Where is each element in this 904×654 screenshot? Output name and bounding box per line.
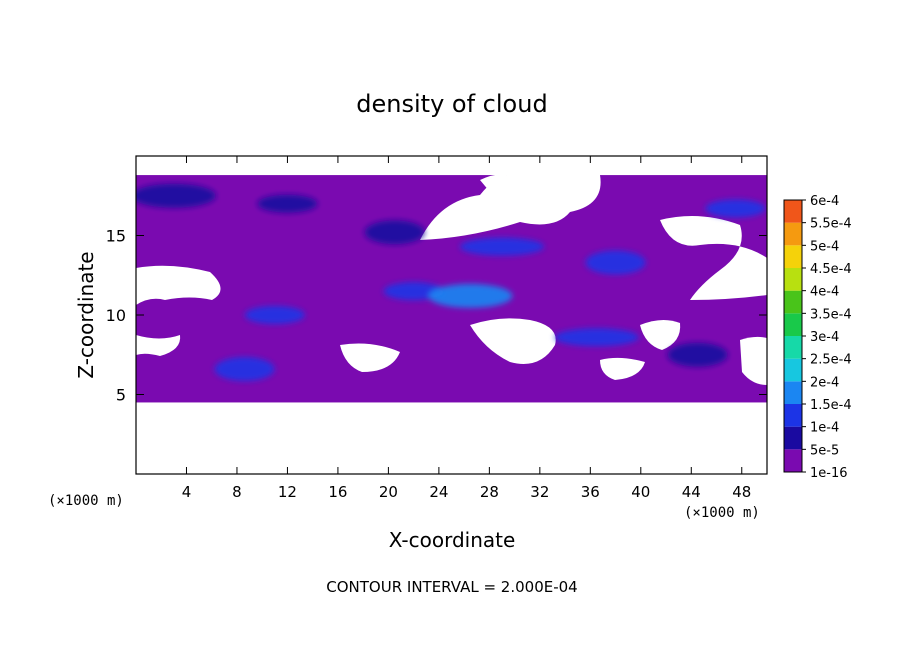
- y-tick-label: 15: [106, 227, 126, 246]
- cloud-core: [257, 194, 318, 213]
- colorbar-swatch: [784, 358, 802, 382]
- x-axis-label: X-coordinate: [389, 528, 516, 552]
- x-tick-label: 24: [429, 483, 448, 501]
- x-unit-label: (×1000 m): [48, 493, 124, 509]
- y-tick-label: 5: [116, 386, 126, 405]
- colorbar-swatch: [784, 313, 802, 336]
- colorbar-label: 4.5e-4: [810, 262, 852, 277]
- colorbar-swatch: [784, 268, 802, 291]
- x-tick-label: 8: [232, 483, 242, 501]
- colorbar-swatch: [784, 404, 802, 427]
- cloud-core: [214, 357, 275, 382]
- colorbar-label: 5.5e-4: [810, 217, 852, 232]
- x-tick-label: 16: [328, 483, 347, 501]
- colorbar-label: 1.5e-4: [810, 398, 852, 413]
- colorbar-swatch: [784, 290, 802, 314]
- colorbar-label: 5e-5: [810, 443, 839, 458]
- x-tick-label: 48: [732, 483, 751, 501]
- y-axis-label: Z-coordinate: [74, 251, 98, 378]
- cloud-core: [244, 306, 305, 324]
- colorbar-swatch: [784, 426, 802, 450]
- x-tick-label: 36: [581, 483, 600, 501]
- cloud-core: [136, 183, 216, 208]
- colorbar-swatch: [784, 336, 802, 359]
- x-tick-label: 12: [278, 483, 297, 501]
- x-tick-label: 40: [631, 483, 650, 501]
- colorbar-label: 4e-4: [810, 285, 839, 300]
- x-tick-label: 32: [530, 483, 549, 501]
- x-tick-label: 20: [379, 483, 398, 501]
- colorbar-label: 1e-16: [810, 466, 848, 481]
- cloud-core: [459, 237, 544, 256]
- colorbar-swatch: [784, 449, 802, 472]
- colorbar-label: 3e-4: [810, 330, 839, 345]
- cloud-core: [705, 199, 766, 218]
- cloud-core: [364, 220, 425, 245]
- chart-title: density of cloud: [356, 90, 547, 118]
- clear-sky-gaps: [136, 171, 767, 385]
- colorbar-label: 2e-4: [810, 375, 839, 390]
- x-tick-label: 28: [480, 483, 499, 501]
- plot-area: [136, 156, 767, 474]
- cloud-core: [667, 342, 728, 367]
- colorbar-label: 5e-4: [810, 239, 839, 254]
- x-tick-label: 44: [682, 483, 701, 501]
- colorbar-swatch: [784, 245, 802, 268]
- cloud-core-layer: [136, 183, 766, 382]
- colorbar-label: 3.5e-4: [810, 307, 852, 322]
- cloud-core: [585, 250, 646, 275]
- x-unit-label-right: (×1000 m): [684, 505, 760, 521]
- colorbar-label: 2.5e-4: [810, 353, 852, 368]
- colorbar-label: 1e-4: [810, 421, 839, 436]
- x-tick-label: 4: [182, 483, 192, 501]
- colorbar-swatch: [784, 381, 802, 404]
- colorbar-label: 6e-4: [810, 194, 839, 209]
- contour-interval-note: CONTOUR INTERVAL = 2.000E-04: [326, 578, 577, 596]
- y-tick-label: 10: [106, 306, 126, 325]
- cloud-core: [554, 328, 639, 347]
- colorbar-swatch: [784, 222, 802, 246]
- cloud-core: [428, 283, 513, 308]
- colorbar-swatch: [784, 200, 802, 223]
- colorbar: 1e-16 5e-5 1e-4 1.5e-4 2e-4 2.5e-4 3e-4 3.5e-4 4…: [783, 194, 852, 481]
